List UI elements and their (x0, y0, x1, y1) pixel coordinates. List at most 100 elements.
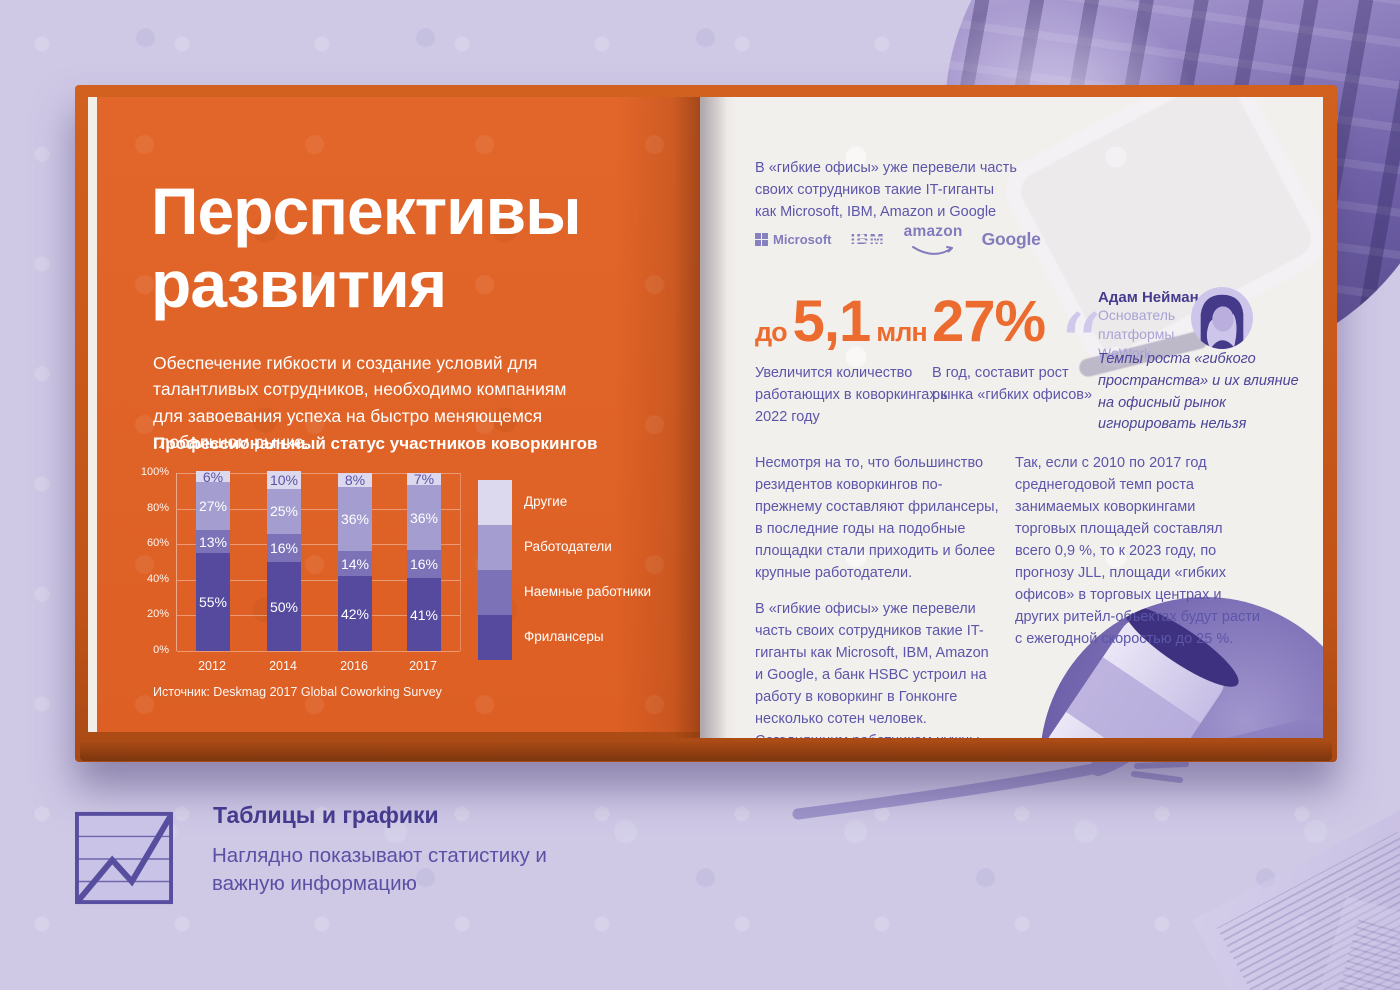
gridline (177, 544, 460, 546)
bar-segment: 36% (338, 487, 372, 552)
stat-caption: Увеличится количество работающих в ковор… (755, 365, 947, 426)
bar-segment: 7% (407, 471, 441, 488)
bar-segment-label: 41% (409, 606, 439, 623)
stat-caption: В год, составит рост рынка «гибких офисо… (932, 365, 1093, 404)
left-page: Перспективы развития Обеспечение гибкост… (97, 97, 700, 732)
bar-2012: 55% 13% 27% 6% (196, 468, 230, 651)
bar-2017: 41% 16% 36% 7% (407, 471, 441, 651)
bar-2016: 42% 14% 36% 8% (338, 473, 372, 651)
bar-segment-label: 16% (269, 539, 299, 556)
bar-segment: 8% (338, 472, 372, 489)
bar-segment-label: 13% (198, 533, 228, 550)
bar-segment: 50% (267, 562, 301, 651)
stat-value: 27% (932, 289, 1046, 354)
bar-segment-label: 14% (340, 555, 370, 572)
y-tick-label: 80% (146, 501, 169, 514)
bar-segment: 10% (267, 471, 301, 490)
body-column-2: Так, если с 2010 по 2017 год среднегодов… (1015, 452, 1260, 650)
microsoft-icon (755, 232, 768, 246)
legend-label: Работодатели (524, 539, 612, 554)
bar-segment-label: 6% (202, 468, 224, 485)
bar-segment: 16% (407, 549, 441, 579)
x-category-label: 2016 (340, 659, 368, 673)
y-tick-label: 100% (140, 466, 169, 478)
amazon-smile-icon (912, 245, 954, 255)
coworking-chart: 55% 13% 27% 6% 50% 16% 25% 10% 42% 14% 36% 8% 41% 16%… (137, 463, 700, 695)
footer-subtitle: Наглядно показывают статистику и важную … (212, 844, 547, 896)
legend-swatch (478, 525, 512, 570)
microsoft-logo: Microsoft (755, 232, 832, 247)
logos-row: Microsoft IBM amazon Google (755, 224, 1041, 255)
footer-title: Таблицы и графики (213, 802, 439, 828)
page-title-line1: Перспективы (151, 174, 582, 249)
gridline (177, 579, 460, 581)
x-category-label: 2012 (198, 659, 226, 673)
page-edge (88, 97, 97, 732)
bar-segment-label: 50% (269, 598, 299, 615)
bar-segment: 36% (407, 485, 441, 550)
legend-swatch (478, 480, 512, 525)
legend-label: Другие (524, 494, 568, 509)
person-role: Основатель платформы WeWork (1098, 307, 1176, 361)
bar-segment-label: 7% (413, 471, 435, 488)
page-title-line2: развития (151, 246, 447, 321)
person-block: Адам Нейман Основатель платформы WeWork (1098, 289, 1199, 363)
bar-segment: 27% (196, 481, 230, 530)
bar-segment-label: 16% (409, 555, 439, 572)
bar-segment: 25% (267, 489, 301, 534)
x-category-label: 2017 (409, 659, 437, 673)
bar-2014: 50% 16% 25% 10% (267, 471, 301, 651)
bar-segment-label: 25% (269, 503, 299, 520)
avatar (1191, 287, 1253, 349)
bar-segment: 14% (338, 551, 372, 577)
gridline (177, 615, 460, 617)
y-tick-label: 20% (146, 608, 169, 621)
gridline (177, 473, 460, 474)
gridline (177, 651, 460, 652)
ibm-logo: IBM (850, 229, 885, 250)
intro-paragraph: Обеспечение гибкости и создание условий … (153, 353, 567, 452)
google-logo: Google (981, 228, 1041, 249)
gridline (177, 508, 460, 510)
bar-segment: 13% (196, 529, 230, 554)
bar-segment: 41% (407, 578, 441, 651)
stat-market-growth: 27% В год, составит рост рынка «гибких о… (932, 293, 1100, 406)
right-page: В «гибкие офисы» уже перевели часть свои… (700, 97, 1323, 738)
quote-text: Темпы роста «гибкого пространства» и их … (1098, 351, 1299, 433)
chart-title: Профессиональный статус участников ковор… (153, 434, 598, 453)
paragraph: В «гибкие офисы» уже перевели часть свои… (755, 601, 989, 738)
person-name: Адам Нейман (1098, 289, 1199, 306)
y-tick-label: 60% (146, 537, 169, 550)
y-tick-label: 0% (153, 644, 169, 656)
y-tick-label: 40% (146, 572, 169, 585)
paragraph: Несмотря на то, что большинство резидент… (755, 455, 999, 582)
bar-segment-label: 36% (409, 509, 439, 526)
line-chart-icon (75, 811, 173, 905)
page-title: Перспективы развития (151, 174, 582, 321)
lead-paragraph: В «гибкие офисы» уже перевели часть свои… (755, 160, 1017, 221)
stat-coworking-growth: до 5,1 млн Увеличится количество работаю… (755, 293, 951, 428)
book-mockup: Перспективы развития Обеспечение гибкост… (75, 85, 1337, 762)
chart-legend-bar (478, 480, 512, 660)
chart-plot: 55% 13% 27% 6% 50% 16% 25% 10% 42% 14% 36% 8% 41% 16%… (176, 468, 461, 652)
chart-source: Источник: Deskmag 2017 Global Coworking … (153, 685, 442, 699)
bar-segment: 6% (196, 468, 230, 485)
stat-value: до 5,1 млн (755, 289, 928, 354)
x-category-label: 2014 (269, 659, 297, 673)
quote-icon: “ (1058, 296, 1102, 396)
bar-segment-label: 42% (340, 605, 370, 622)
legend-label: Наемные работники (524, 584, 652, 599)
bar-segment: 55% (196, 553, 230, 651)
bar-segment-label: 36% (340, 511, 370, 528)
bar-segment-label: 27% (198, 497, 228, 514)
legend-swatch (478, 570, 512, 615)
legend-swatch (478, 615, 512, 660)
bar-segment: 42% (338, 576, 372, 651)
bar-segment-label: 10% (269, 472, 299, 489)
legend-label: Фрилансеры (524, 629, 604, 644)
body-column-1: Несмотря на то, что большинство резидент… (755, 452, 1000, 738)
bar-segment: 16% (267, 533, 301, 562)
amazon-logo: amazon (904, 224, 963, 255)
bar-segment-label: 8% (344, 472, 366, 489)
